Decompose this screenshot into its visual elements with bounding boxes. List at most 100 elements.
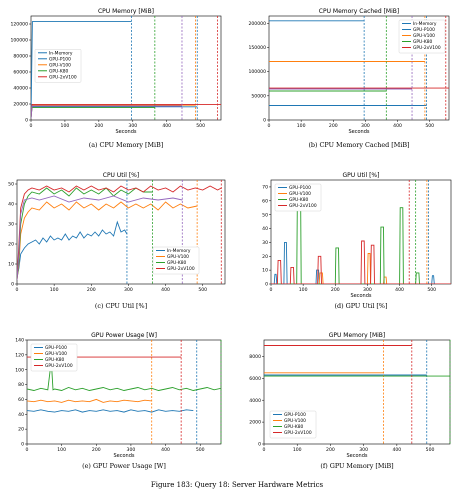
chart-d: GPU Util [%] 0 100 200 300 400 500 0 10 20 30 40 50 6… <box>262 172 452 310</box>
x-tick-label: 500 <box>425 123 434 129</box>
x-axis-label: Seconds <box>346 453 367 459</box>
y-tick-label: 120 <box>15 352 24 358</box>
x-tick-label: 100 <box>299 287 308 293</box>
series-line <box>271 240 451 284</box>
legend-entry: In-Memory <box>49 50 73 56</box>
x-tick-label: 0 <box>270 287 273 293</box>
x-tick-label: 0 <box>16 287 19 293</box>
legend-entry: GPU-K80 <box>167 260 187 266</box>
y-tick-label: 200000 <box>248 21 266 27</box>
series-line <box>17 185 222 281</box>
subfigure-caption: (b) CPU Memory Cached [MiB] <box>308 141 409 149</box>
chart-title: CPU Memory [MiB] <box>98 8 154 15</box>
series-line <box>27 360 221 391</box>
legend-entry: GPU-V100 <box>413 33 435 39</box>
y-tick-label: 50 <box>8 182 14 188</box>
series-line <box>27 398 152 403</box>
series-line <box>17 220 128 279</box>
legend-box <box>30 343 78 372</box>
y-tick-label: 4000 <box>249 398 261 404</box>
y-tick-label: 0 <box>258 442 261 448</box>
x-tick-label: 300 <box>127 447 136 453</box>
legend-entry: GPU-2xV100 <box>167 266 195 272</box>
x-tick-label: 500 <box>427 287 436 293</box>
y-tick-label: 50 <box>262 212 268 218</box>
legend-box <box>152 246 200 275</box>
chart-title: GPU Memory [MiB] <box>329 332 386 339</box>
legend-box <box>269 410 317 439</box>
y-tick-label: 60000 <box>13 70 28 76</box>
legend-box <box>34 49 82 83</box>
legend-entry: GPU-2xV100 <box>289 203 317 209</box>
y-tick-label: 100000 <box>248 69 266 75</box>
x-axis-label: Seconds <box>350 293 371 299</box>
y-tick-label: 40 <box>8 202 14 208</box>
x-tick-label: 300 <box>361 123 370 129</box>
chart-c: CPU Util [%] 0 100 200 300 400 500 0 10 20 30 40 50 I… <box>8 172 226 310</box>
x-tick-label: 100 <box>57 447 66 453</box>
x-tick-label: 100 <box>293 447 302 453</box>
series-line <box>17 201 198 281</box>
x-tick-label: 400 <box>392 447 401 453</box>
y-tick-label: 2000 <box>249 420 261 426</box>
y-tick-label: 0 <box>25 118 28 124</box>
series-line <box>17 187 153 281</box>
x-tick-label: 400 <box>161 287 170 293</box>
legend-entry: GPU-2xV100 <box>45 363 73 369</box>
y-tick-label: 50000 <box>251 93 266 99</box>
y-tick-label: 60 <box>18 397 24 403</box>
legend-entry: GPU-2xV100 <box>284 430 312 436</box>
x-tick-label: 200 <box>329 123 338 129</box>
y-tick-label: 60 <box>262 198 268 204</box>
chart-b: CPU Memory Cached [MiB]0 100 200 300 400 5000… <box>248 8 450 149</box>
series-line <box>271 253 451 284</box>
subfigure-caption: (a) CPU Memory [MiB] <box>89 141 164 149</box>
legend-entry: GPU-2xV100 <box>49 74 77 80</box>
x-axis-label: Seconds <box>113 453 134 459</box>
series-line <box>31 21 132 118</box>
legend-entry: GPU-2xV100 <box>413 45 441 51</box>
y-tick-label: 20 <box>262 254 268 260</box>
legend-entry: GPU-P100 <box>413 27 435 33</box>
legend-box <box>274 183 322 212</box>
legend: In-MemoryGPU-P100GPU-V100GPU-K80GPU-2xV1… <box>398 19 446 54</box>
y-tick-label: 20 <box>8 242 14 248</box>
legend-entry: GPU-K80 <box>49 68 69 74</box>
legend-entry: In-Memory <box>413 21 437 27</box>
legend-entry: GPU-K80 <box>413 39 433 45</box>
y-tick-label: 40 <box>18 412 24 418</box>
x-tick-label: 300 <box>124 287 133 293</box>
y-tick-label: 0 <box>21 442 24 448</box>
x-tick-label: 0 <box>30 123 33 129</box>
x-tick-label: 200 <box>92 447 101 453</box>
x-tick-label: 100 <box>297 123 306 129</box>
y-tick-label: 80 <box>18 382 24 388</box>
y-tick-label: 10 <box>262 268 268 274</box>
legend-entry: GPU-V100 <box>49 62 71 68</box>
y-tick-label: 70 <box>262 185 268 191</box>
y-tick-label: 40 <box>262 226 268 232</box>
legend-entry: GPU-K80 <box>289 197 309 203</box>
y-tick-label: 0 <box>263 118 266 124</box>
legend: In-MemoryGPU-P100GPU-V100GPU-K80GPU-2xV1… <box>34 49 82 83</box>
series-line <box>31 105 182 119</box>
subfigure-caption: (e) GPU Power Usage [W] <box>82 462 166 470</box>
x-tick-label: 500 <box>196 447 205 453</box>
x-tick-label: 200 <box>326 447 335 453</box>
y-tick-label: 6000 <box>249 376 261 382</box>
legend-entry: GPU-P100 <box>289 185 311 191</box>
chart-f: GPU Memory [MiB] 0 100 200 300 400 500 0 2000 400… <box>249 332 451 470</box>
y-tick-label: 10 <box>8 262 14 268</box>
y-tick-label: 140 <box>15 338 24 344</box>
y-tick-label: 30 <box>8 222 14 228</box>
x-tick-label: 100 <box>61 123 70 129</box>
x-tick-label: 0 <box>268 123 271 129</box>
y-tick-label: 80000 <box>13 54 28 60</box>
chart-title: CPU Memory Cached [MiB] <box>319 8 399 15</box>
legend-entry: GPU-K80 <box>284 424 304 430</box>
chart-title: GPU Util [%] <box>343 172 380 179</box>
y-tick-label: 0 <box>11 282 14 288</box>
